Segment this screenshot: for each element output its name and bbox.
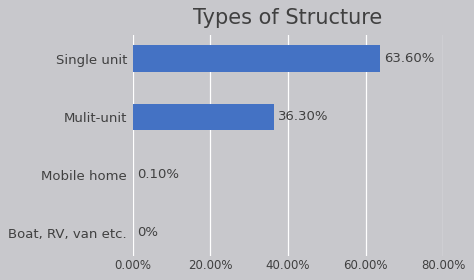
Text: 0%: 0% xyxy=(137,226,158,239)
Bar xyxy=(133,104,273,130)
Text: 63.60%: 63.60% xyxy=(384,52,435,65)
Text: 36.30%: 36.30% xyxy=(278,110,329,123)
Title: Types of Structure: Types of Structure xyxy=(193,8,383,28)
Text: 0.10%: 0.10% xyxy=(137,168,180,181)
Bar xyxy=(133,45,380,72)
